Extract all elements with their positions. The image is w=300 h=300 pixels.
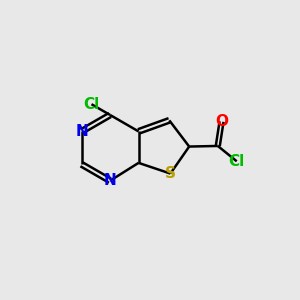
Text: O: O [215,114,228,129]
Text: S: S [165,166,176,181]
Text: N: N [104,173,116,188]
Text: Cl: Cl [229,154,245,169]
Text: N: N [75,124,88,139]
Text: Cl: Cl [83,97,100,112]
